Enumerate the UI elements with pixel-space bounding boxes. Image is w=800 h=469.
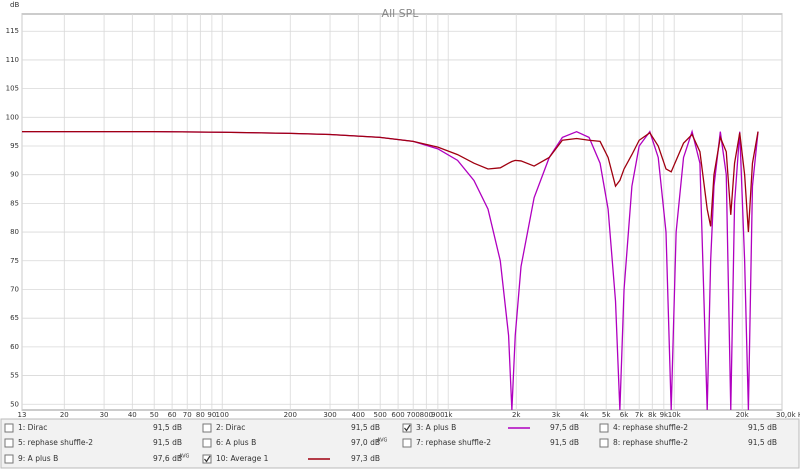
legend-label: 7: rephase shuffle-2: [416, 438, 491, 447]
series-line: [22, 131, 759, 233]
x-tick-label: 30,0k Hz: [776, 411, 800, 419]
y-tick-label: 95: [10, 142, 19, 150]
x-tick-label: 200: [284, 411, 297, 419]
legend-label: 8: rephase shuffle-2: [613, 438, 688, 447]
y-tick-label: 85: [10, 199, 19, 207]
check-mark: [404, 424, 411, 432]
x-tick-label: 100: [216, 411, 229, 419]
series-line: [22, 129, 759, 411]
x-tick-label: 10k: [668, 411, 682, 419]
x-tick-label: 600: [391, 411, 404, 419]
checkbox[interactable]: [202, 454, 212, 464]
y-tick-label: 80: [10, 228, 19, 236]
y-tick-label: 90: [10, 171, 19, 179]
y-tick-label: 75: [10, 257, 19, 265]
legend-panel: [0, 418, 800, 469]
x-tick-label: 60: [168, 411, 177, 419]
legend-reading: 91,5 dB: [351, 423, 380, 432]
legend-reading: 97,0 dB: [351, 438, 380, 447]
plot-frame: [21, 13, 783, 411]
checkbox[interactable]: [599, 438, 609, 448]
x-tick-label: 2k: [512, 411, 521, 419]
legend-note: AVG: [377, 438, 388, 444]
x-tick-label: 4k: [580, 411, 589, 419]
checkbox[interactable]: [202, 438, 212, 448]
check-mark: [204, 455, 211, 463]
y-tick-label: 50: [10, 400, 19, 408]
x-tick-label: 700: [407, 411, 420, 419]
x-tick-label: 40: [128, 411, 137, 419]
x-tick-label: 8k: [648, 411, 657, 419]
legend-label: 10: Average 1: [216, 454, 269, 463]
chart-title: All SPL: [382, 7, 420, 20]
x-tick-label: 1k: [444, 411, 453, 419]
legend-reading: 91,5 dB: [748, 423, 777, 432]
legend-reading: 91,5 dB: [153, 438, 182, 447]
y-tick-label: 60: [10, 343, 19, 351]
legend-label: 6: A plus B: [216, 438, 256, 447]
legend-reading: 97,6 dB: [153, 454, 182, 463]
x-tick-label: 900: [431, 411, 444, 419]
x-tick-label: 80: [196, 411, 205, 419]
legend-reading: 91,5 dB: [748, 438, 777, 447]
x-tick-label: 400: [352, 411, 365, 419]
y-tick-label: 55: [10, 372, 19, 380]
y-tick-label: 115: [6, 27, 19, 35]
y-tick-label: 105: [6, 85, 19, 93]
x-tick-label: 3k: [552, 411, 561, 419]
x-tick-label: 30: [100, 411, 109, 419]
x-tick-label: 50: [150, 411, 159, 419]
legend-label: 9: A plus B: [18, 454, 58, 463]
x-tick-label: 70: [183, 411, 192, 419]
x-tick-label: 800: [420, 411, 433, 419]
x-tick-label: 300: [323, 411, 336, 419]
checkbox[interactable]: [4, 438, 14, 448]
x-tick-label: 20: [60, 411, 69, 419]
checkbox[interactable]: [4, 454, 14, 464]
checkbox[interactable]: [599, 423, 609, 433]
checkbox[interactable]: [402, 438, 412, 448]
legend-reading: 91,5 dB: [550, 438, 579, 447]
y-tick-label: 110: [6, 56, 19, 64]
x-tick-label: 7k: [635, 411, 644, 419]
x-tick-label: 20k: [736, 411, 750, 419]
legend-note: AVG: [179, 454, 190, 460]
x-tick-label: 6k: [620, 411, 629, 419]
x-tick-label: 500: [373, 411, 386, 419]
y-tick-label: 70: [10, 285, 19, 293]
legend-reading: 97,3 dB: [351, 454, 380, 463]
x-tick-label: 90: [207, 411, 216, 419]
checkbox[interactable]: [202, 423, 212, 433]
legend-label: 3: A plus B: [416, 423, 456, 432]
y-tick-label: 100: [6, 113, 19, 121]
legend-label: 1: Dirac: [18, 423, 47, 432]
legend-reading: 97,5 dB: [550, 423, 579, 432]
y-axis-label: dB: [10, 1, 19, 9]
x-tick-label: 5k: [602, 411, 611, 419]
legend-label: 5: rephase shuffle-2: [18, 438, 93, 447]
checkbox[interactable]: [4, 423, 14, 433]
checkbox[interactable]: [402, 423, 412, 433]
legend-label: 2: Dirac: [216, 423, 245, 432]
y-tick-label: 65: [10, 314, 19, 322]
x-tick-label: 9k: [660, 411, 669, 419]
legend-label: 4: rephase shuffle-2: [613, 423, 688, 432]
x-tick-label: 13: [18, 411, 27, 419]
legend-reading: 91,5 dB: [153, 423, 182, 432]
